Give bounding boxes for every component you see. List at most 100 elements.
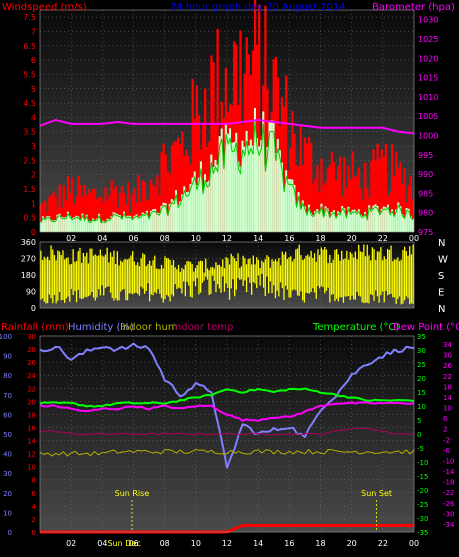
humidity-tick-label: 30	[3, 470, 12, 478]
average-bar	[249, 139, 253, 232]
average-bar	[226, 133, 230, 232]
temperature-panel: 0102030405060708090100024681012141618202…	[0, 322, 459, 548]
time-tick-label: 08	[160, 539, 170, 548]
gust-bar	[353, 177, 356, 232]
rain-tick-label: 22	[27, 385, 36, 393]
windspeed-tick-label: 5	[31, 85, 36, 94]
gust-bar	[106, 200, 109, 232]
gust-bar	[91, 189, 95, 232]
rain-tick-label: 24	[27, 372, 36, 380]
gust-bar	[366, 188, 369, 232]
average-bar	[206, 182, 209, 232]
average-bar	[370, 209, 373, 232]
windspeed-tick-label: 6.5	[23, 42, 36, 51]
time-tick-label: 04	[97, 539, 107, 548]
average-bar	[393, 214, 396, 232]
average-bar	[58, 213, 61, 232]
average-bar	[73, 217, 76, 232]
average-bar	[158, 213, 161, 232]
average-bar	[258, 146, 261, 232]
gust-bar	[79, 184, 82, 232]
average-bar	[214, 159, 217, 232]
average-bar	[110, 216, 113, 232]
gust-bar	[166, 171, 169, 232]
gust-bar	[204, 88, 207, 232]
gust-bar	[251, 50, 255, 233]
gust-bar	[216, 28, 219, 232]
dewpoint-tick-label: 2	[443, 426, 447, 434]
gust-bar	[388, 191, 392, 232]
time-tick-label: 22	[378, 539, 388, 548]
average-bar	[137, 216, 140, 232]
gust-bar	[401, 183, 404, 232]
time-tick-label: 04	[97, 234, 107, 243]
average-bar	[46, 216, 49, 232]
average-bar	[320, 203, 323, 232]
gust-bar	[283, 106, 286, 232]
time-tick-label: 00	[409, 539, 419, 548]
average-bar	[270, 120, 273, 232]
average-bar	[199, 161, 203, 232]
dewpoint-tick-label: -2	[443, 436, 450, 444]
average-bar	[314, 211, 317, 232]
temperature-tick-label: 20	[417, 375, 426, 383]
compass-label: N	[438, 304, 445, 315]
gust-bar	[75, 196, 78, 232]
gust-bar	[164, 154, 167, 232]
gust-bar	[170, 145, 174, 232]
gust-bar	[322, 185, 325, 232]
time-tick-label: 18	[315, 234, 325, 243]
barometer-tick-label: 975	[418, 228, 433, 237]
humidity-tick-label: 20	[3, 490, 12, 498]
average-bar	[152, 209, 155, 232]
temperature-tick-label: -35	[417, 529, 428, 537]
average-bar	[285, 170, 288, 232]
gust-bar	[326, 168, 329, 232]
average-bar	[156, 212, 159, 232]
average-bar	[145, 210, 149, 232]
average-bar	[318, 211, 321, 232]
humidity-line	[39, 342, 415, 469]
temperature-axis-label: Temperature (°C)	[312, 322, 399, 333]
gust-bar	[160, 152, 163, 232]
direction-tick-label: 180	[21, 271, 36, 280]
dewpoint-tick-label: -34	[443, 521, 455, 529]
windspeed-tick-label: 4	[31, 113, 36, 122]
gust-bar	[83, 185, 86, 232]
average-bar	[48, 216, 51, 232]
rainfall-axis-label: Rainfall (mm)	[1, 322, 69, 333]
average-bar	[231, 142, 234, 232]
gust-bar	[391, 144, 394, 232]
average-bar	[262, 111, 265, 232]
humidity-axis-label: Humidity (%)	[68, 322, 134, 333]
time-tick-label: 22	[378, 234, 388, 243]
average-bar	[411, 218, 415, 232]
average-bar	[403, 216, 406, 232]
average-bar	[224, 123, 228, 232]
average-bar	[237, 161, 240, 232]
average-bar	[68, 215, 72, 232]
gust-bar	[258, 4, 261, 232]
windspeed-tick-label: 6	[31, 56, 36, 65]
gust-bar	[108, 194, 111, 232]
gust-bar	[351, 151, 354, 232]
direction-tick-label: 90	[26, 288, 36, 297]
gust-bar	[197, 115, 201, 232]
average-bar	[96, 218, 99, 232]
gust-bar	[395, 151, 398, 232]
rain-tick-label: 14	[27, 438, 36, 446]
gust-bar	[44, 200, 47, 232]
gust-bar	[314, 178, 317, 232]
gust-bar	[150, 179, 153, 232]
average-bar	[177, 204, 180, 232]
average-bar	[312, 214, 315, 232]
gust-bar	[152, 184, 155, 232]
average-bar	[359, 214, 363, 232]
barometer-tick-label: 995	[418, 151, 433, 160]
gust-bar	[39, 204, 43, 232]
average-bar	[93, 219, 97, 232]
gust-bar	[349, 179, 352, 232]
gust-bar	[110, 180, 113, 232]
average-bar	[299, 206, 302, 232]
gust-bar	[156, 175, 159, 232]
